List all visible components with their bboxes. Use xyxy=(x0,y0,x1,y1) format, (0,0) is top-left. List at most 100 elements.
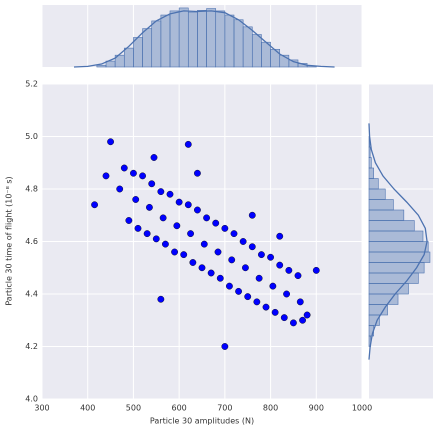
scatter-point xyxy=(214,248,222,256)
scatter-point xyxy=(253,298,261,306)
histogram-bar xyxy=(368,220,415,232)
scatter-point xyxy=(134,224,142,232)
histogram-bar xyxy=(368,304,388,316)
scatter-point xyxy=(299,316,306,324)
scatter-point xyxy=(258,251,265,259)
scatter-point xyxy=(271,308,279,316)
scatter-point xyxy=(184,140,192,148)
scatter-point xyxy=(148,180,156,188)
histogram-bar xyxy=(96,64,107,68)
scatter-point xyxy=(212,219,220,227)
scatter-point xyxy=(157,188,165,196)
scatter-point xyxy=(159,214,167,222)
histogram-bar xyxy=(270,48,281,68)
scatter-point xyxy=(139,172,146,180)
scatter-point xyxy=(198,264,206,272)
histogram-bar xyxy=(233,19,244,68)
histogram-bar xyxy=(178,7,189,68)
histogram-bar xyxy=(206,8,217,68)
histogram-bar xyxy=(215,10,226,68)
x-tick-label: 1000 xyxy=(352,404,372,413)
scatter-point xyxy=(221,224,229,232)
scatter-point xyxy=(207,269,215,277)
histogram-bar xyxy=(368,188,386,200)
scatter-point xyxy=(276,232,284,240)
scatter-point xyxy=(116,185,124,193)
x-tick-label: 400 xyxy=(80,404,95,413)
x-tick-label: 500 xyxy=(126,404,141,413)
histogram-bar xyxy=(224,14,235,68)
scatter-point xyxy=(221,343,229,350)
histogram-bar xyxy=(242,26,253,68)
scatter-point xyxy=(235,287,242,295)
histogram-bar xyxy=(368,209,405,221)
scatter-point xyxy=(276,261,284,269)
histogram-bar xyxy=(142,28,153,68)
scatter-point xyxy=(187,230,194,238)
scatter-point xyxy=(269,282,277,290)
histogram-bar xyxy=(368,199,394,211)
histogram-bar xyxy=(368,178,379,190)
scatter-point xyxy=(242,264,249,272)
scatter-point xyxy=(120,164,128,172)
histogram-bar xyxy=(251,34,262,68)
scatter-point xyxy=(255,274,263,282)
histogram-bar xyxy=(123,47,134,68)
histogram-bar xyxy=(368,241,429,253)
kde-line xyxy=(368,123,428,360)
histogram-bar xyxy=(261,41,271,68)
y-axis-label: Particle 30 time of flight (10⁻⁸ s) xyxy=(5,176,14,305)
histogram-bar xyxy=(368,157,372,169)
y-tick-label: 4.8 xyxy=(25,185,38,194)
scatter-point xyxy=(283,290,290,298)
top-marginal-background xyxy=(42,5,362,67)
scatter-point xyxy=(194,206,201,214)
kde-line xyxy=(73,10,335,68)
scatter-point xyxy=(244,293,252,301)
histogram-bar xyxy=(197,10,207,68)
scatter-point xyxy=(184,201,192,209)
scatter-point xyxy=(150,154,158,161)
x-tick-label: 800 xyxy=(263,404,278,413)
scatter-point xyxy=(107,138,114,146)
scatter-point xyxy=(130,169,137,177)
scatter-point xyxy=(162,240,169,248)
scatter-point xyxy=(102,172,110,180)
scatter-point xyxy=(143,230,151,238)
scatter-point xyxy=(303,311,311,319)
scatter-point xyxy=(312,266,320,274)
scatter-point xyxy=(173,222,181,230)
x-tick-label: 600 xyxy=(172,404,187,413)
histogram-bar xyxy=(151,20,162,68)
x-tick-label: 700 xyxy=(217,404,232,413)
histogram-bar xyxy=(133,37,143,68)
histogram-bar xyxy=(368,146,371,158)
scatter-point xyxy=(228,256,236,264)
histogram-bar xyxy=(160,14,171,68)
scatter-point xyxy=(248,211,256,219)
scatter-point xyxy=(166,190,174,198)
histogram-bar xyxy=(368,230,424,242)
scatter-point xyxy=(203,214,210,222)
scatter-point xyxy=(180,251,188,259)
y-tick-label: 4.0 xyxy=(25,395,38,404)
scatter-point xyxy=(267,253,274,261)
scatter-point xyxy=(152,235,160,243)
y-tick-label: 5.0 xyxy=(25,132,38,141)
x-tick-label: 900 xyxy=(309,404,324,413)
y-tick-label: 4.2 xyxy=(25,342,38,351)
scatter-point xyxy=(175,198,183,206)
scatter-point xyxy=(132,196,140,203)
y-tick-label: 5.2 xyxy=(25,80,38,89)
scatter-point xyxy=(157,295,165,303)
scatter-point xyxy=(200,240,208,248)
y-tick-label: 4.4 xyxy=(25,290,38,299)
scatter-point xyxy=(248,243,256,251)
scatter-point xyxy=(171,248,178,256)
x-axis-label: Particle 30 amplitudes (N) xyxy=(150,417,254,426)
scatter-point xyxy=(216,274,224,282)
scatter-point xyxy=(125,217,133,224)
scatter-point xyxy=(146,203,153,211)
scatter-point xyxy=(230,230,238,238)
